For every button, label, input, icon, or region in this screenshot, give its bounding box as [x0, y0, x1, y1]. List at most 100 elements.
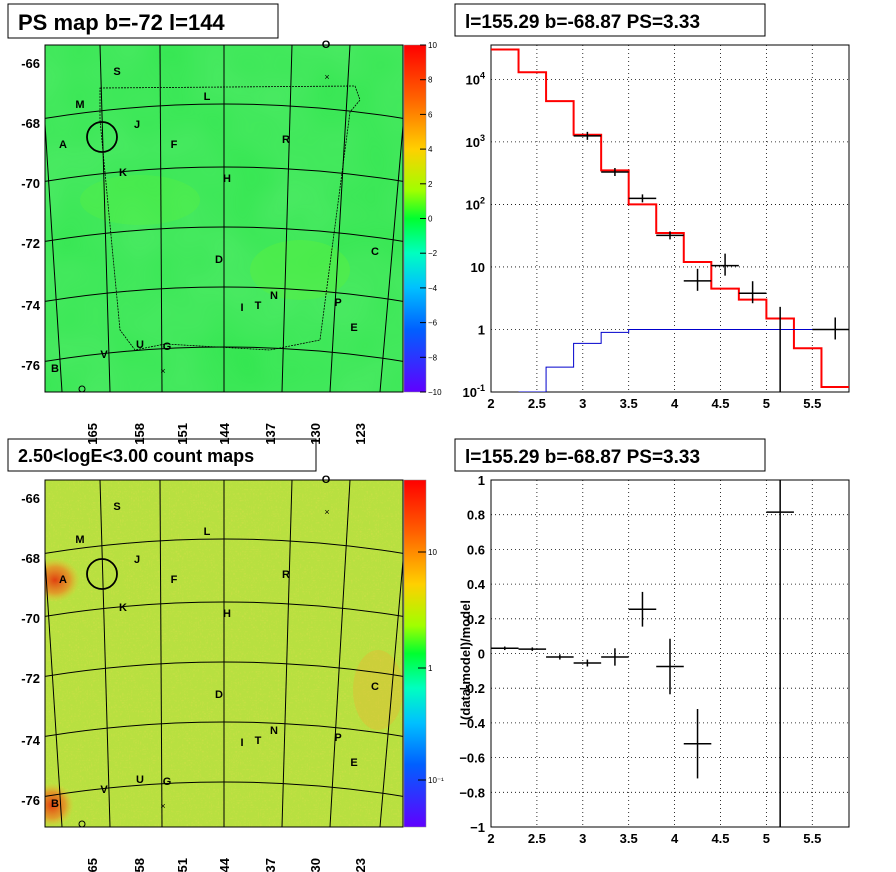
residual-x-tick-label: 5 [763, 831, 770, 846]
longitude-line [379, 555, 403, 827]
longitude-line [281, 480, 293, 827]
spectrum-x-tick-label: 4 [671, 396, 679, 411]
residual-x-tick-label: 2.5 [528, 831, 546, 846]
source-label: D [215, 254, 223, 266]
source-label: D [215, 689, 223, 701]
colorbar-tick-label: −8 [428, 353, 438, 362]
source-b-hotspot [45, 783, 74, 827]
longitude-line [329, 480, 351, 827]
spectrum-frame [490, 44, 850, 393]
map-y-tick-label: -72 [21, 671, 40, 686]
source-label: V [100, 784, 108, 796]
map-y-tick-label: -70 [21, 611, 40, 626]
residual-y-tick-label: 0.4 [467, 577, 486, 592]
map-y-tick-label: -68 [21, 116, 40, 131]
residual-y-tick-label: −0.4 [459, 716, 485, 731]
map-y-tick-label: -66 [21, 56, 40, 71]
source-model-histogram [518, 328, 849, 392]
source-a-hotspot [45, 558, 80, 602]
source-label: K [119, 167, 127, 179]
source-label: U [136, 339, 144, 351]
residual-y-tick-label: −0.2 [459, 681, 485, 696]
map-x-tick-label: 137 [263, 423, 278, 445]
colorbar-tick-label: −10 [428, 388, 442, 397]
spectrum-x-tick-label: 5 [763, 396, 770, 411]
source-label: J [134, 119, 140, 131]
residual-y-tick-label: 1 [478, 473, 485, 488]
longitude-line [45, 550, 63, 827]
map-overlays: -66 -68 -70 -72 -74 -76 165 158 151 144 137 130 123 1… [21, 39, 444, 872]
spectrum-y-tick-label: 1 [478, 322, 485, 337]
source-label: S [113, 501, 120, 513]
residual-x-tick-label: 4 [671, 831, 679, 846]
colorbar-tick-label: 0 [428, 215, 433, 224]
cross-marker: × [160, 366, 165, 376]
count-map-frame [44, 479, 404, 828]
spectrum-x-tick-label: 3 [579, 396, 586, 411]
map-x-tick-label: 165 [85, 858, 100, 872]
colorbar-tick-label: −6 [428, 319, 438, 328]
map-x-tick-label: 151 [175, 423, 190, 445]
survey-footprint-outline [99, 85, 361, 351]
residual-x-tick-label: 2 [487, 831, 494, 846]
source-label: C [371, 246, 379, 258]
source-label: T [255, 735, 262, 747]
source-label: N [270, 290, 278, 302]
residual-ylabel: (data-model)/model [458, 600, 473, 720]
residual-marks [491, 480, 794, 827]
map-x-tick-label: 123 [353, 858, 368, 872]
ps-map-colorbar [404, 45, 426, 392]
map-y-tick-label: -66 [21, 491, 40, 506]
residual-y-tick-label: 0.8 [467, 508, 485, 523]
map-y-tick-label: -72 [21, 236, 40, 251]
spectrum-panel: l=155.29 b=-68.87 PS=3.33 2 2.5 3 3.5 4 4.5 5 5… [454, 3, 850, 411]
ps-map-panel: PS map b=-72 l=144 [7, 3, 427, 393]
source-label: F [171, 574, 178, 586]
spectrum-title-box [454, 3, 766, 37]
longitude-line [281, 45, 293, 392]
residual-title-box [454, 438, 766, 472]
map-x-tick-label: 158 [132, 858, 147, 872]
map-x-tick-label: 130 [308, 423, 323, 445]
residual-y-tick-label: 0.6 [467, 542, 485, 557]
colorbar-tick-label: 6 [428, 110, 433, 119]
source-label: L [204, 91, 211, 103]
source-label: U [136, 774, 144, 786]
residual-x-tick-label: 3 [579, 831, 586, 846]
map-y-tick-label: -74 [21, 298, 41, 313]
source-label: A [59, 574, 67, 586]
map-x-tick-label: 123 [353, 423, 368, 445]
spectrum-x-tick-label: 4.5 [711, 396, 729, 411]
count-map-title: 2.50<logE<3.00 count maps [18, 446, 254, 466]
source-label: B [51, 798, 59, 810]
ps-map-frame [44, 44, 404, 393]
source-label: T [255, 300, 262, 312]
residual-y-tick-label: 0 [478, 647, 485, 662]
map-x-tick-label: 144 [217, 422, 232, 444]
spectrum-y-tick-label: 102 [466, 195, 485, 212]
cross-marker: × [160, 801, 165, 811]
map-y-tick-label: -76 [21, 793, 40, 808]
residual-panel: l=155.29 b=-68.87 PS=3.33 2 2.5 3 3.5 4 4.5 5 5… [454, 438, 850, 846]
residual-y-tick-label: −0.6 [459, 751, 485, 766]
ps-map-grid [45, 45, 403, 392]
map-y-tick-label: -74 [21, 733, 41, 748]
source-label: A [59, 139, 67, 151]
spectrum-y-tick-label: 10-1 [463, 383, 485, 400]
spectrum-x-tick-label: 5.5 [803, 396, 821, 411]
map-x-tick-label: 158 [132, 423, 147, 445]
residual-x-tick-label: 3.5 [620, 831, 638, 846]
target-circle [86, 558, 118, 590]
source-label: M [75, 99, 84, 111]
colorbar-tick-label: 2 [428, 180, 433, 189]
map-x-tick-label: 165 [85, 423, 100, 445]
spectrum-x-tick-label: 3.5 [620, 396, 638, 411]
colorbar-tick-label: 4 [428, 145, 433, 154]
source-label: J [134, 554, 140, 566]
ps-map-title: PS map b=-72 l=144 [18, 10, 225, 35]
residual-y-tick-label: −0.8 [459, 785, 485, 800]
longitude-line [99, 45, 111, 392]
cross-marker: × [324, 72, 329, 82]
map-y-tick-label: -70 [21, 176, 40, 191]
colorbar-tick-label: 10 [428, 548, 437, 557]
